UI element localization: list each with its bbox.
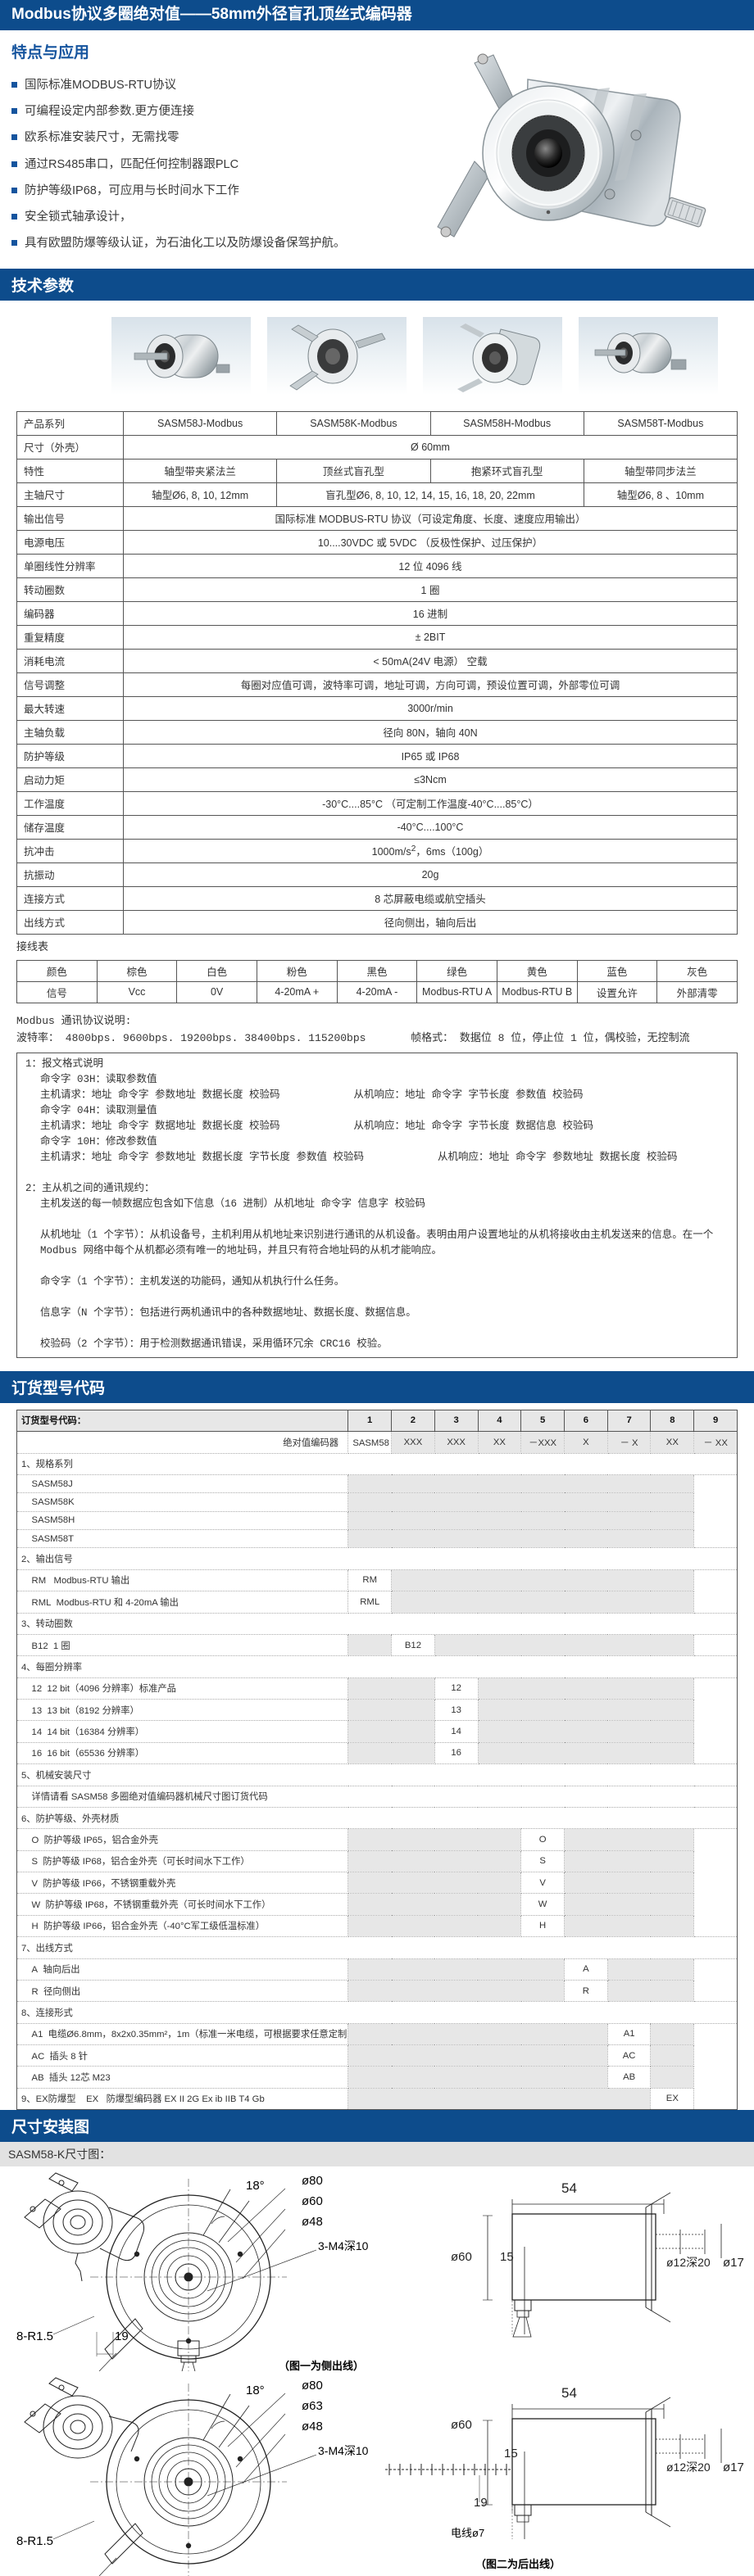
svg-text:3-M4深10: 3-M4深10 — [318, 2239, 369, 2252]
svg-text:ø60: ø60 — [451, 2250, 472, 2264]
svg-text:ø17: ø17 — [723, 2461, 744, 2474]
svg-text:18°: 18° — [246, 2179, 265, 2193]
svg-text:ø17: ø17 — [723, 2256, 744, 2270]
svg-text:电线ø7: 电线ø7 — [451, 2527, 484, 2539]
svg-text:ø48: ø48 — [302, 2215, 323, 2229]
svg-text:ø48: ø48 — [302, 2420, 323, 2433]
svg-text:（图一为侧出线）: （图一为侧出线） — [279, 2360, 364, 2371]
svg-text:ø80: ø80 — [302, 2379, 323, 2393]
svg-text:54: 54 — [561, 2180, 577, 2196]
svg-text:18°: 18° — [246, 2384, 265, 2397]
svg-text:ø60: ø60 — [451, 2418, 472, 2432]
svg-text:15: 15 — [504, 2447, 518, 2461]
svg-text:8-R1.5: 8-R1.5 — [16, 2329, 53, 2343]
svg-text:ø12深20: ø12深20 — [666, 2461, 711, 2474]
svg-text:8-R1.5: 8-R1.5 — [16, 2534, 53, 2548]
svg-text:ø12深20: ø12深20 — [666, 2256, 711, 2269]
svg-text:ø80: ø80 — [302, 2174, 323, 2188]
svg-text:15: 15 — [500, 2250, 514, 2264]
svg-text:ø60: ø60 — [302, 2194, 323, 2208]
svg-text:3-M4深10: 3-M4深10 — [318, 2444, 369, 2457]
svg-text:（图二为后出线）: （图二为后出线） — [475, 2558, 561, 2570]
svg-text:54: 54 — [561, 2385, 577, 2401]
svg-text:ø63: ø63 — [302, 2399, 323, 2413]
svg-text:19: 19 — [115, 2329, 129, 2343]
svg-text:19: 19 — [474, 2496, 488, 2510]
